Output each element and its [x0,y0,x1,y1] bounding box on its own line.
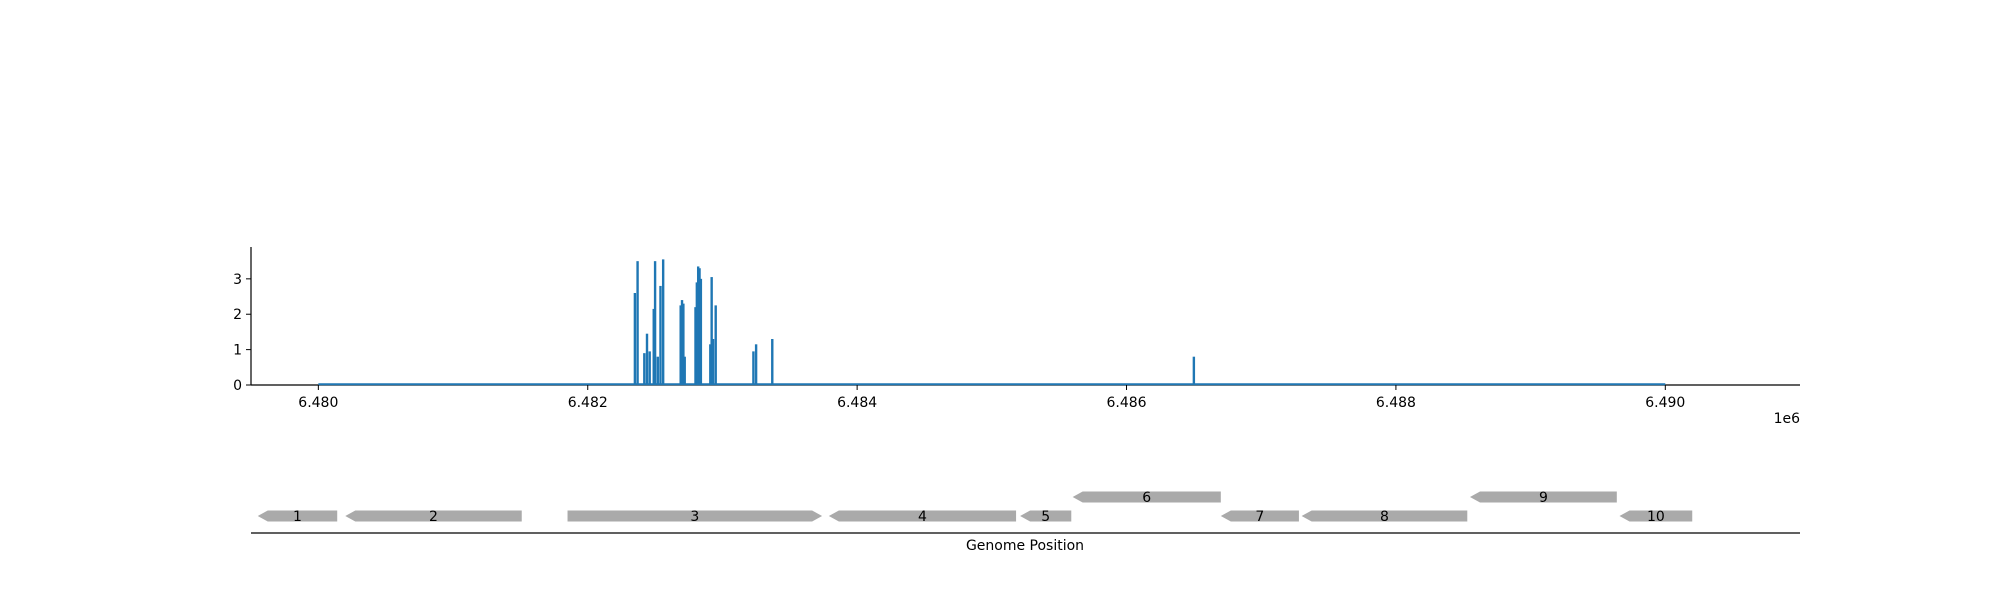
y-tick-label: 0 [233,378,242,394]
coverage-bar [679,305,682,385]
coverage-bar [633,293,637,385]
coverage-bar [652,308,655,385]
coverage-bars [633,259,1196,385]
gene-arrow [1619,510,1693,522]
gene-arrow [1020,510,1072,522]
x-tick-label: 6.488 [1376,395,1416,411]
x-tick-label: 6.484 [837,395,877,411]
coverage-bar [645,333,649,385]
coverage-bar [661,259,665,385]
gene-label: 1 [293,509,302,525]
coverage-bar [714,305,717,385]
coverage-bar [771,339,774,385]
gene-label: 3 [690,509,699,525]
x-axis-scale-label: 1e6 [1774,411,1801,427]
coverage-bar [694,307,697,385]
gene-arrow [1072,491,1221,503]
gene-arrow [567,510,823,522]
coverage-bar [698,268,701,385]
y-ticks: 0 1 2 3 [233,272,251,394]
gene-label: 7 [1255,509,1264,525]
coverage-bar [710,277,713,385]
coverage-bar [699,278,703,385]
gene-label: 6 [1142,490,1151,506]
coverage-bar [696,266,700,385]
gene-label: 2 [429,509,438,525]
x-tick-label: 6.490 [1645,395,1685,411]
coverage-bar [711,339,715,385]
gene-arrow [257,510,338,522]
gene-label: 9 [1539,490,1548,506]
coverage-bar [754,344,758,385]
coverage-bar [680,300,684,385]
y-tick-label: 2 [233,307,242,323]
coverage-bar [709,344,712,385]
coverage-bar [643,353,646,385]
coverage-bar [636,261,639,385]
x-tick-label: 6.486 [1106,395,1146,411]
x-tick-label: 6.482 [568,395,608,411]
y-tick-label: 1 [233,343,242,359]
coverage-bar [682,303,685,385]
coverage-bar [653,261,657,385]
gene-arrow [345,510,522,522]
coverage-bar [1192,356,1196,385]
gene-arrow [1220,510,1299,522]
gene-label: 4 [918,509,927,525]
gene-arrows: 1 2 3 4 5 6 7 8 9 10 [257,490,1693,525]
coverage-plot: 6.480 6.482 6.484 6.486 6.488 6.490 0 1 2 3 1e6 [233,247,1800,427]
coverage-bar [683,356,686,385]
gene-label: 8 [1380,509,1389,525]
coverage-bar [656,356,659,385]
gene-arrow [1469,491,1617,503]
x-ticks: 6.480 6.482 6.484 6.486 6.488 6.490 [298,385,1685,411]
gene-label: 5 [1041,509,1050,525]
gene-track-x-axis-label: Genome Position [966,538,1084,554]
coverage-bar [695,282,699,385]
coverage-bar [648,351,651,385]
gene-arrow [1301,510,1468,522]
gene-track: 1 2 3 4 5 6 7 8 9 10 Genome Position [251,490,1800,554]
y-tick-label: 3 [233,272,242,288]
coverage-bar [752,351,755,385]
x-tick-label: 6.480 [298,395,338,411]
gene-arrow [828,510,1017,522]
coverage-bar [659,285,662,385]
gene-label: 10 [1647,509,1665,525]
